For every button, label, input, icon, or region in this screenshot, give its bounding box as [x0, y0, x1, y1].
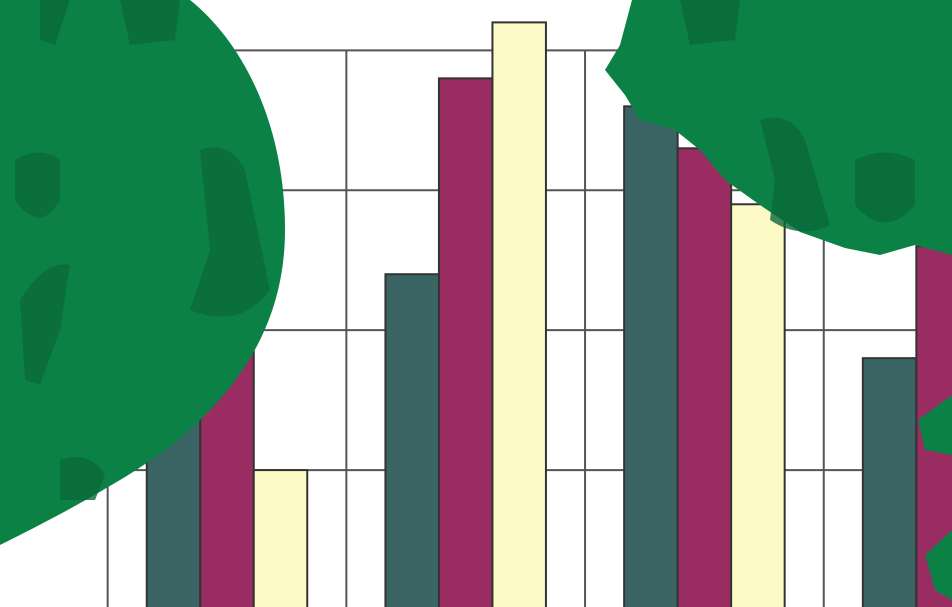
- bar: [623, 105, 679, 607]
- bar: [252, 469, 309, 607]
- bar: [861, 357, 918, 607]
- bar: [491, 21, 547, 607]
- green-blob: [0, 0, 285, 545]
- green-blob: [925, 530, 952, 600]
- bar: [676, 147, 733, 607]
- green-blob: [918, 395, 952, 455]
- bar: [384, 273, 440, 607]
- bar: [437, 77, 494, 607]
- pattern: [15, 0, 915, 500]
- bar: [730, 203, 786, 607]
